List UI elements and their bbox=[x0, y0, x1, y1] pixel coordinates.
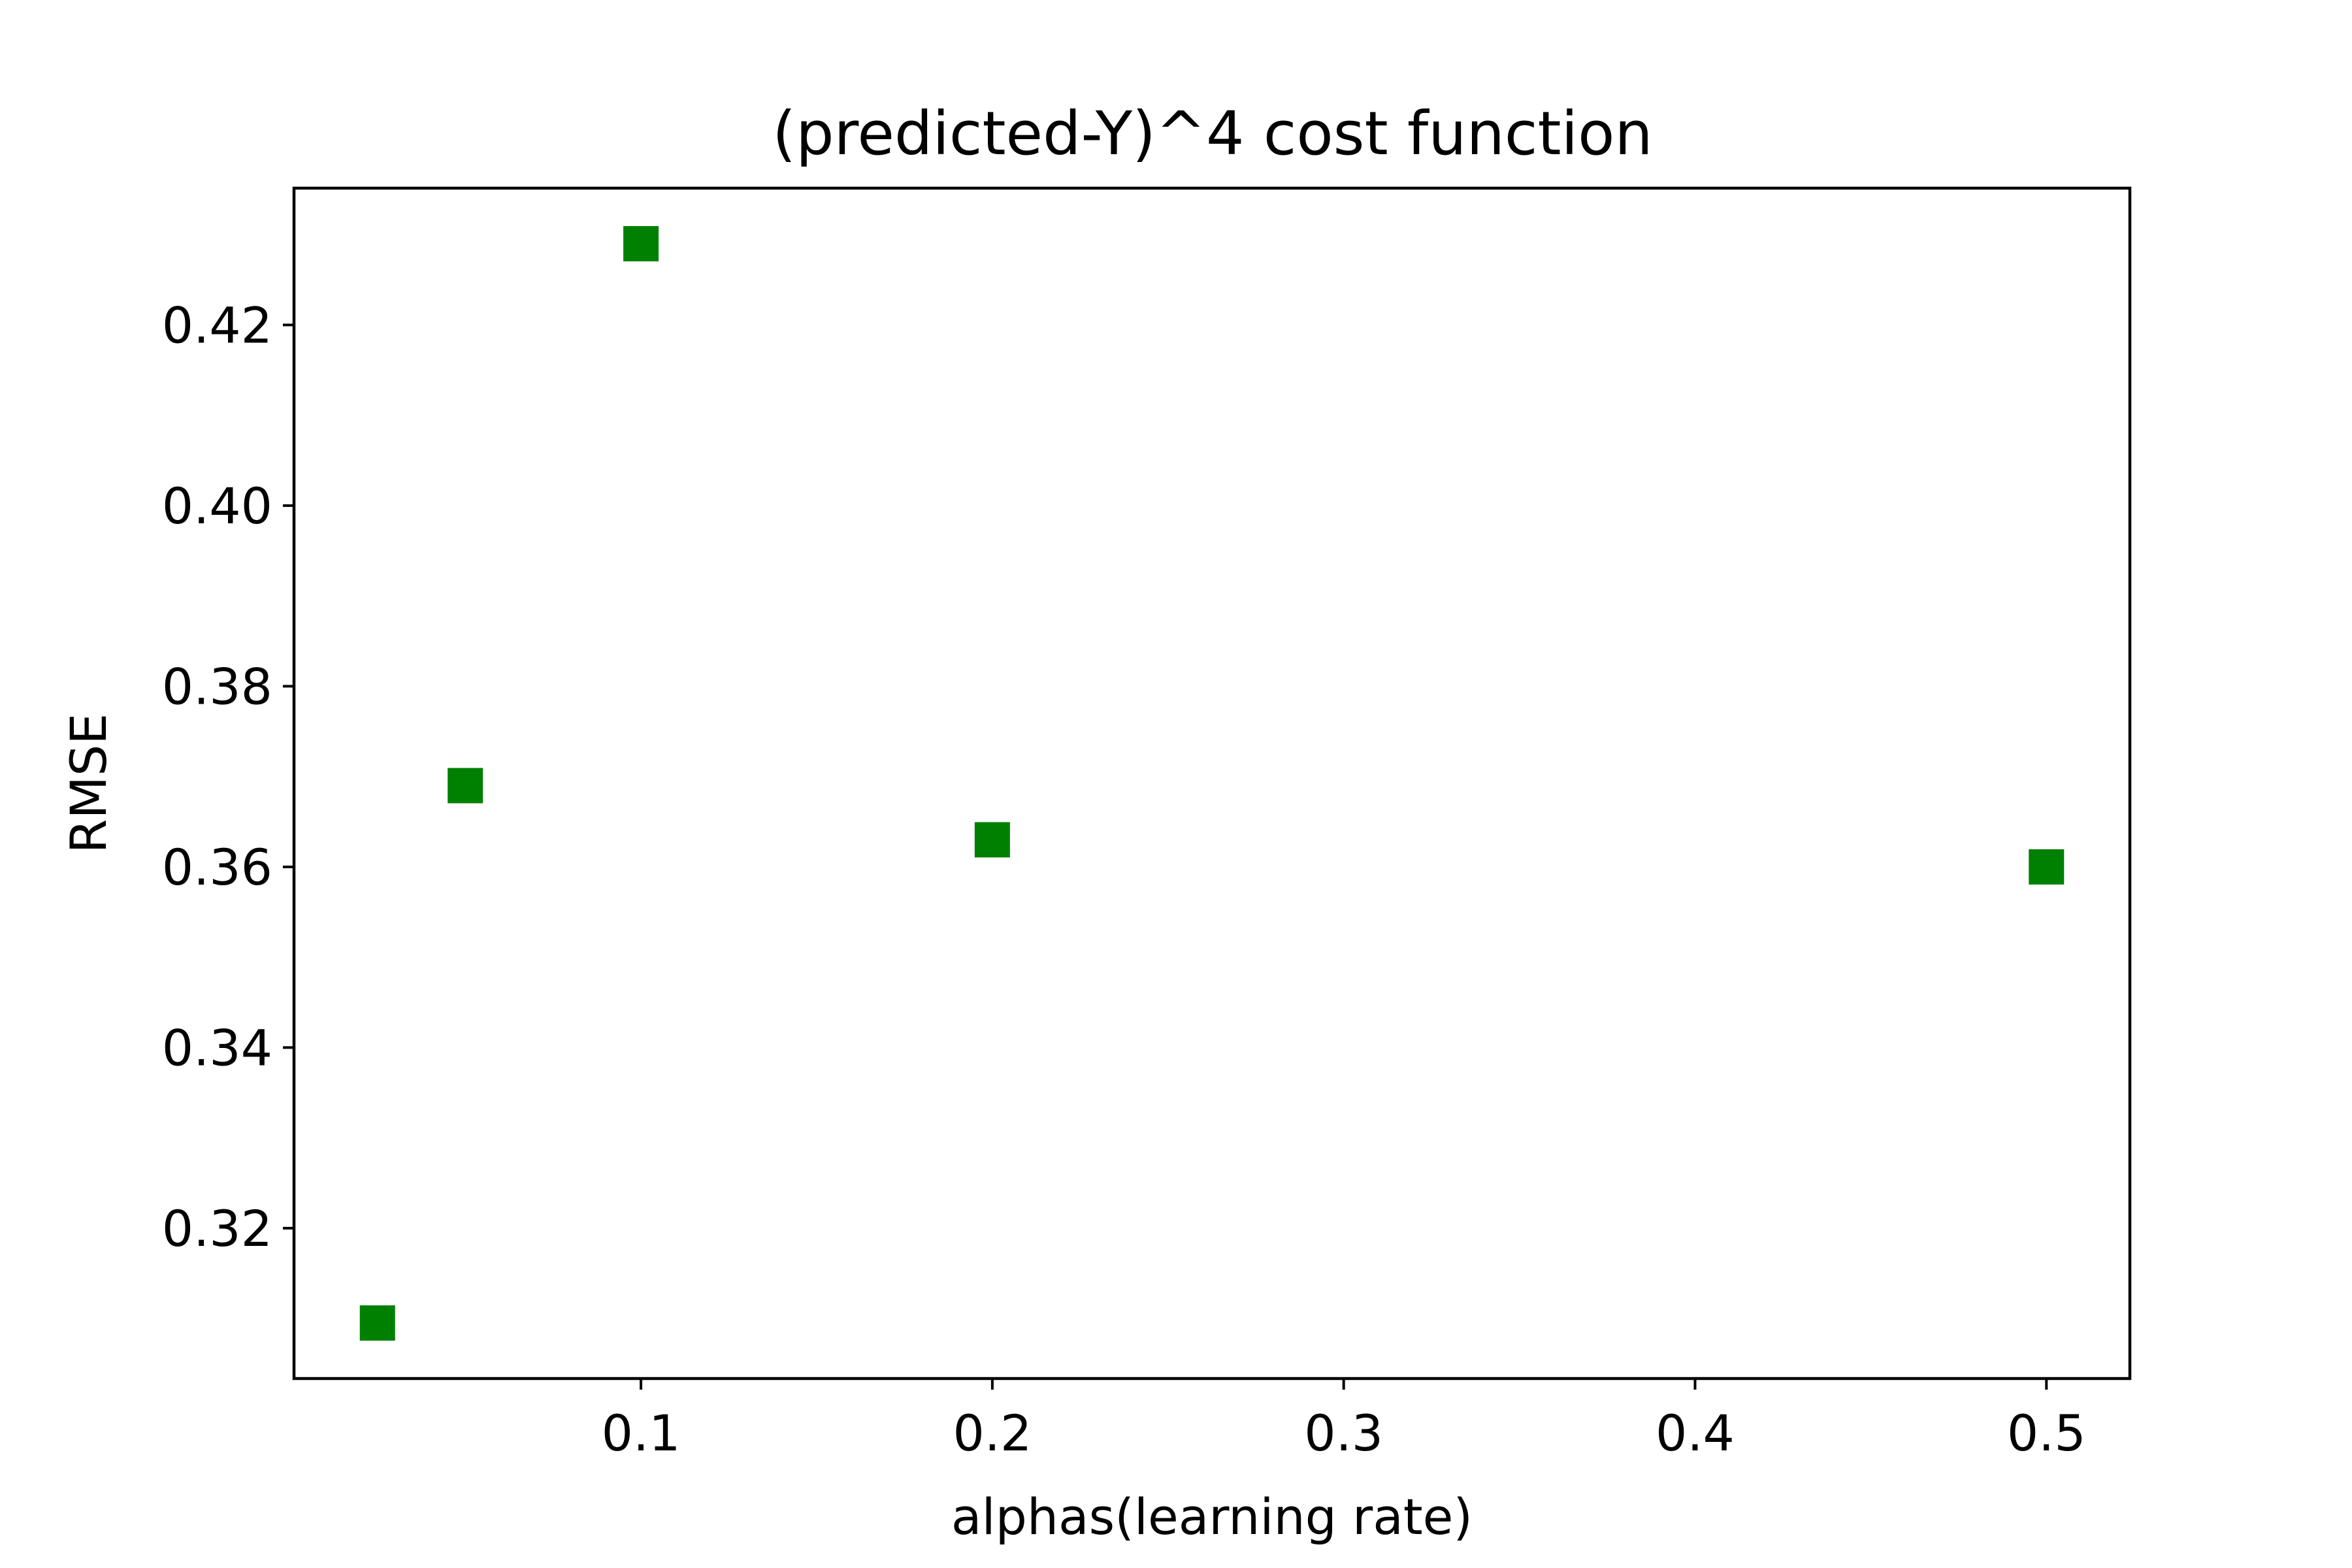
y-tick-label: 0.32 bbox=[162, 1200, 272, 1258]
x-axis-ticks: 0.1 0.2 0.3 0.4 0.5 bbox=[602, 1379, 2086, 1462]
chart-title: (predicted-Y)^4 cost function bbox=[772, 99, 1652, 169]
y-tick-label: 0.40 bbox=[162, 477, 272, 535]
y-axis-label: RMSE bbox=[59, 713, 118, 854]
data-point-marker bbox=[448, 768, 483, 804]
x-tick-label: 0.3 bbox=[1304, 1404, 1383, 1462]
x-tick-label: 0.4 bbox=[1656, 1404, 1735, 1462]
y-tick-label: 0.38 bbox=[162, 657, 272, 715]
x-tick-label: 0.5 bbox=[2007, 1404, 2086, 1462]
y-axis-ticks: 0.32 0.34 0.36 0.38 0.40 0.42 bbox=[162, 296, 294, 1258]
y-tick-label: 0.34 bbox=[162, 1019, 272, 1077]
plot-area-frame bbox=[292, 186, 2132, 1380]
data-point-marker bbox=[2029, 849, 2065, 885]
x-axis-label: alphas(learning rate) bbox=[951, 1488, 1473, 1546]
data-point-marker bbox=[623, 226, 659, 262]
y-tick-label: 0.36 bbox=[162, 838, 272, 896]
x-tick-label: 0.1 bbox=[602, 1404, 681, 1462]
data-points bbox=[359, 226, 2065, 1341]
x-tick-label: 0.2 bbox=[953, 1404, 1032, 1462]
y-tick-label: 0.42 bbox=[162, 296, 272, 354]
data-point-marker bbox=[974, 822, 1010, 858]
data-point-marker bbox=[359, 1305, 395, 1341]
